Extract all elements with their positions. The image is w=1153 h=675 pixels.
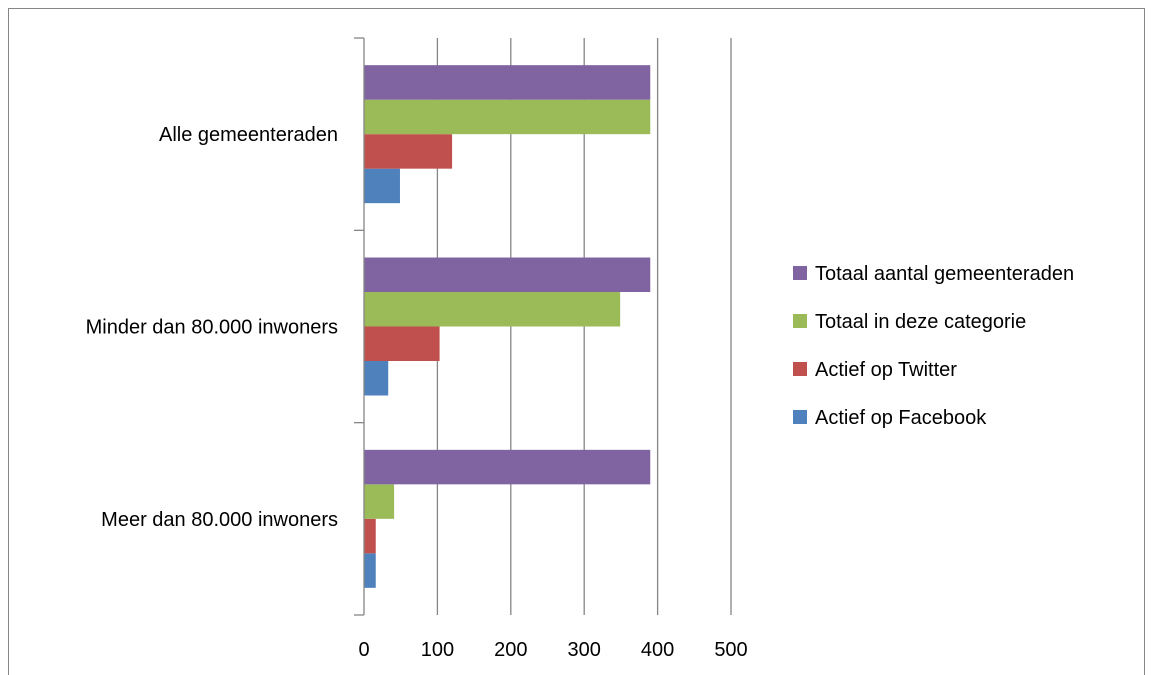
- category-labels: Meer dan 80.000 inwoners Minder dan 80.00…: [86, 124, 338, 531]
- bar: [364, 361, 389, 396]
- x-tick-label: 300: [568, 639, 601, 661]
- legend-label: Actief op Facebook: [815, 407, 987, 429]
- x-tick-label: 200: [494, 639, 527, 661]
- bars: [364, 65, 651, 588]
- category-label: Alle gemeenteraden: [159, 124, 338, 146]
- bar: [364, 168, 400, 204]
- legend-label: Totaal aantal gemeenteraden: [815, 263, 1074, 285]
- bar: [364, 99, 651, 135]
- legend: Totaal aantal gemeenteraden Totaal in dez…: [793, 263, 1074, 429]
- legend-swatch: [793, 266, 807, 280]
- legend-label: Actief op Twitter: [815, 359, 957, 381]
- bar: [364, 134, 453, 169]
- legend-swatch: [793, 362, 807, 376]
- value-axis-ticks: 0 100 200 300 400 500: [358, 639, 747, 661]
- bar: [364, 257, 651, 292]
- legend-swatch: [793, 410, 807, 424]
- x-tick-label: 500: [714, 639, 747, 661]
- bar: [364, 553, 376, 588]
- legend-swatch: [793, 314, 807, 328]
- bar: [364, 65, 651, 100]
- category-label: Meer dan 80.000 inwoners: [101, 509, 338, 531]
- x-tick-label: 0: [358, 639, 369, 661]
- bar: [364, 326, 440, 361]
- legend-label: Totaal in deze categorie: [815, 311, 1026, 333]
- bar: [364, 518, 376, 554]
- x-tick-label: 100: [421, 639, 454, 661]
- x-tick-label: 400: [641, 639, 674, 661]
- category-axis: [354, 37, 365, 616]
- bar: [364, 292, 621, 327]
- category-label: Minder dan 80.000 inwoners: [86, 317, 338, 339]
- bar: [364, 484, 395, 519]
- bar: [364, 449, 651, 485]
